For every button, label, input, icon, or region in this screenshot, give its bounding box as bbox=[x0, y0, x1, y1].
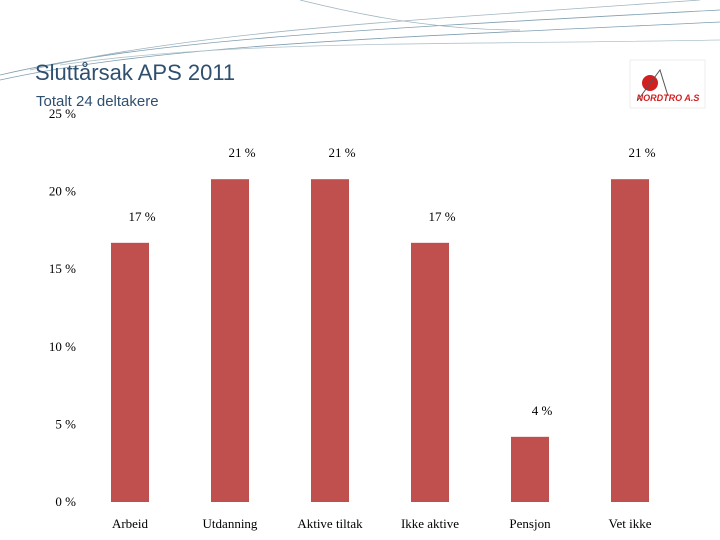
logo-text: NORDTRO A.S bbox=[637, 93, 700, 103]
value-label: 17 % bbox=[128, 209, 155, 224]
value-label: 21 % bbox=[228, 145, 255, 160]
chart-title: Sluttårsak APS 2011 bbox=[35, 60, 235, 85]
x-tick-label: Arbeid bbox=[112, 516, 149, 531]
value-label: 21 % bbox=[628, 145, 655, 160]
y-tick-label: 10 % bbox=[49, 339, 76, 354]
chart-subtitle: Totalt 24 deltakere bbox=[36, 93, 159, 110]
x-tick-label: Aktive tiltak bbox=[297, 516, 363, 531]
y-tick-label: 15 % bbox=[49, 261, 76, 276]
x-tick-label: Vet ikke bbox=[609, 516, 652, 531]
x-tick-label: Utdanning bbox=[203, 516, 258, 531]
bar bbox=[411, 242, 449, 503]
y-tick-label: 25 % bbox=[49, 106, 76, 121]
y-tick-label: 20 % bbox=[49, 184, 76, 199]
logo: NORDTRO A.S bbox=[629, 59, 706, 109]
value-label: 17 % bbox=[428, 209, 455, 224]
bar bbox=[511, 436, 549, 502]
bar bbox=[311, 179, 349, 502]
value-label: 21 % bbox=[328, 145, 355, 160]
bar bbox=[611, 179, 649, 502]
x-tick-label: Pensjon bbox=[509, 516, 551, 531]
value-label: 4 % bbox=[532, 403, 553, 418]
bar bbox=[211, 179, 249, 502]
x-tick-label: Ikke aktive bbox=[401, 516, 459, 531]
y-tick-label: 5 % bbox=[55, 416, 76, 431]
decoration bbox=[0, 0, 720, 81]
bar bbox=[111, 242, 149, 503]
y-tick-label: 0 % bbox=[55, 494, 76, 509]
